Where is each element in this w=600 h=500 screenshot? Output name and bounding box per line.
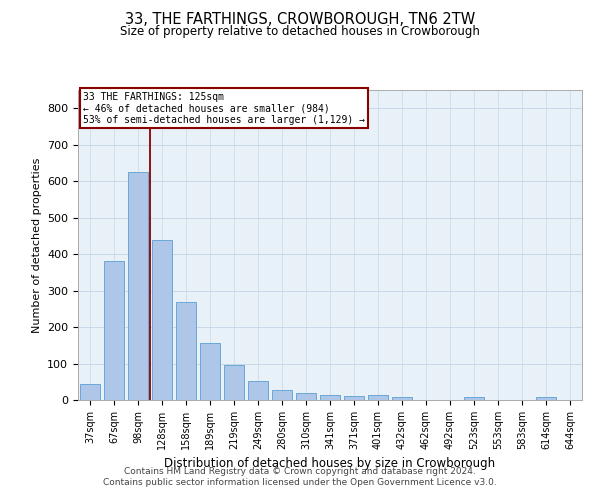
Y-axis label: Number of detached properties: Number of detached properties (32, 158, 41, 332)
Bar (80, 384, 100, 400)
Text: Contains HM Land Registry data © Crown copyright and database right 2024.: Contains HM Land Registry data © Crown c… (124, 467, 476, 476)
Bar (320, 394, 340, 400)
Bar (200, 344, 220, 400)
Bar (344, 396, 364, 400)
Bar (152, 240, 172, 400)
Bar (368, 395, 388, 400)
Bar (128, 172, 148, 400)
Bar (104, 262, 124, 400)
Text: Size of property relative to detached houses in Crowborough: Size of property relative to detached ho… (120, 25, 480, 38)
Text: 33 THE FARTHINGS: 125sqm
← 46% of detached houses are smaller (984)
53% of semi-: 33 THE FARTHINGS: 125sqm ← 46% of detach… (83, 92, 365, 124)
Bar (176, 302, 196, 400)
Text: Contains public sector information licensed under the Open Government Licence v3: Contains public sector information licen… (103, 478, 497, 487)
Bar (248, 381, 268, 400)
Bar (464, 398, 484, 400)
Bar (392, 398, 412, 400)
Text: 33, THE FARTHINGS, CROWBOROUGH, TN6 2TW: 33, THE FARTHINGS, CROWBOROUGH, TN6 2TW (125, 12, 475, 28)
Bar (272, 390, 292, 400)
Bar (536, 398, 556, 400)
Bar (296, 394, 316, 400)
Bar (224, 366, 244, 400)
X-axis label: Distribution of detached houses by size in Crowborough: Distribution of detached houses by size … (164, 458, 496, 470)
